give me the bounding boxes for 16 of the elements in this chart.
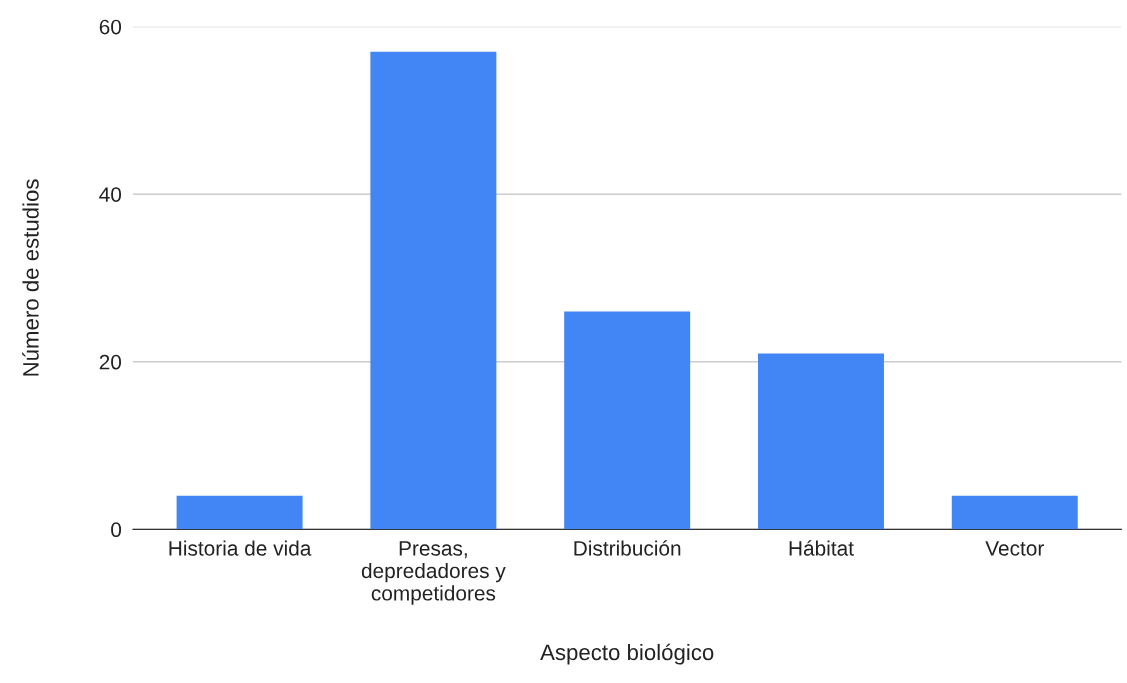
bar (564, 311, 691, 530)
y-tick-label: 20 (99, 354, 122, 370)
x-axis-title: Aspecto biológico (540, 643, 714, 665)
x-tick-label: Vector (985, 541, 1044, 556)
bar (757, 353, 884, 530)
x-tick-label: Distribución (574, 540, 681, 556)
y-tick-label: 0 (111, 522, 122, 538)
y-tick-label: 60 (99, 19, 122, 35)
y-axis-title: Número de estudios (22, 179, 39, 376)
bar (176, 495, 303, 530)
x-tick-label: Historia de vida (169, 540, 312, 556)
x-tick-label: Presas, depredadores y competidores (361, 541, 506, 605)
bar (370, 51, 497, 530)
y-tick-label: 40 (99, 187, 122, 202)
x-tick-label: Hábitat (789, 540, 854, 556)
bar (951, 495, 1078, 530)
